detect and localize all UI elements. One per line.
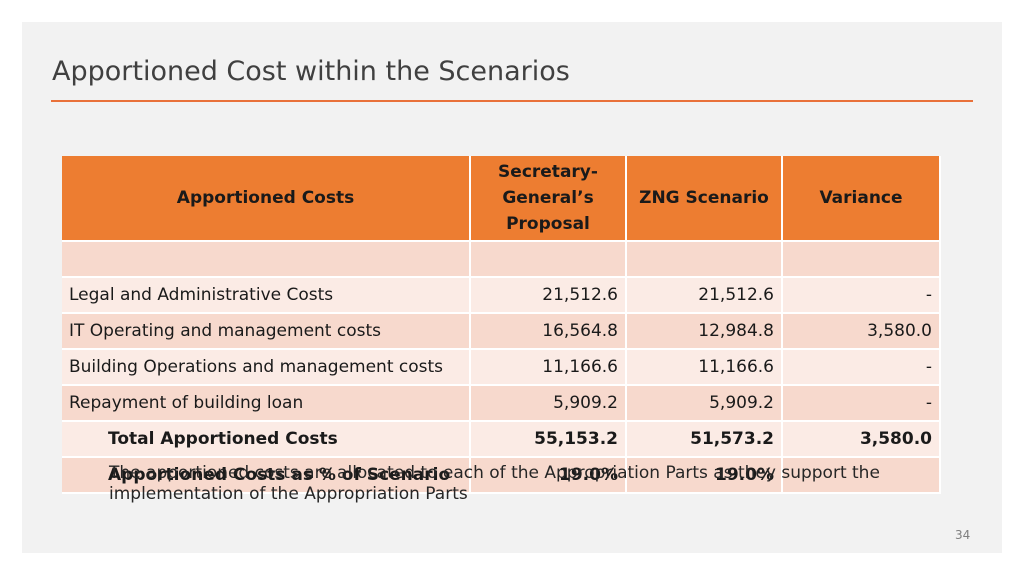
cell-variance: 3,580.0 <box>782 313 941 350</box>
cell-label <box>62 241 471 278</box>
slide-title: Apportioned Cost within the Scenarios <box>52 56 570 87</box>
cell-label: Building Operations and management costs <box>62 349 471 386</box>
cell-sg-proposal: 11,166.6 <box>470 349 627 386</box>
cell-sg-proposal <box>470 241 627 278</box>
table-row <box>62 241 941 278</box>
slide: Apportioned Cost within the Scenarios Ap… <box>22 22 1002 553</box>
cell-sg-proposal: 55,153.2 <box>470 421 627 458</box>
table-row: Repayment of building loan 5,909.2 5,909… <box>62 385 941 422</box>
cell-label: Repayment of building loan <box>62 385 471 422</box>
cell-variance: 3,580.0 <box>782 421 941 458</box>
apportioned-costs-table: Apportioned Costs Secretary-General’s Pr… <box>62 156 941 494</box>
cell-zng-scenario: 12,984.8 <box>626 313 783 350</box>
table-row: Building Operations and management costs… <box>62 349 941 386</box>
percentage-row: Apportioned Costs as % of Scenario 19.0%… <box>62 457 941 494</box>
header-variance: Variance <box>782 156 941 242</box>
cell-label: Apportioned Costs as % of Scenario <box>62 457 471 494</box>
cell-zng-scenario: 21,512.6 <box>626 277 783 314</box>
cell-zng-scenario <box>626 241 783 278</box>
cell-zng-scenario: 51,573.2 <box>626 421 783 458</box>
cell-variance <box>782 457 941 494</box>
cell-sg-proposal: 5,909.2 <box>470 385 627 422</box>
cell-label: Total Apportioned Costs <box>62 421 471 458</box>
cell-label: IT Operating and management costs <box>62 313 471 350</box>
cell-variance <box>782 241 941 278</box>
cell-sg-proposal: 21,512.6 <box>470 277 627 314</box>
cell-variance: - <box>782 385 941 422</box>
header-zng-scenario: ZNG Scenario <box>626 156 783 242</box>
cell-zng-scenario: 5,909.2 <box>626 385 783 422</box>
footnote-text: The apportioned costs are allocated to e… <box>109 463 880 504</box>
total-row: Total Apportioned Costs 55,153.2 51,573.… <box>62 421 941 458</box>
cell-label: Legal and Administrative Costs <box>62 277 471 314</box>
cell-zng-scenario: 11,166.6 <box>626 349 783 386</box>
header-apportioned-costs: Apportioned Costs <box>62 156 471 242</box>
page-number: 34 <box>955 528 971 542</box>
table-header-row: Apportioned Costs Secretary-General’s Pr… <box>62 156 941 242</box>
header-sg-proposal: Secretary-General’s Proposal <box>470 156 627 242</box>
table-row: Legal and Administrative Costs 21,512.6 … <box>62 277 941 314</box>
cell-zng-scenario: 19.0% <box>626 457 783 494</box>
cell-sg-proposal: 19.0% <box>470 457 627 494</box>
cell-variance: - <box>782 277 941 314</box>
cell-variance: - <box>782 349 941 386</box>
cell-sg-proposal: 16,564.8 <box>470 313 627 350</box>
table-row: IT Operating and management costs 16,564… <box>62 313 941 350</box>
title-divider <box>51 100 973 102</box>
